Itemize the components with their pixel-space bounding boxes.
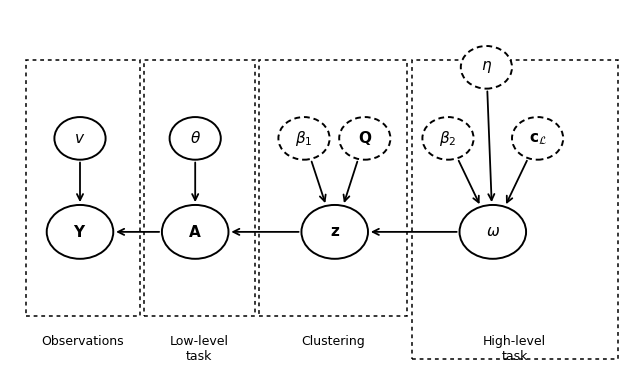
Text: Clustering: Clustering (301, 335, 365, 348)
Text: Low-level
task: Low-level task (170, 335, 228, 363)
Ellipse shape (301, 205, 368, 259)
Text: $\mathbf{z}$: $\mathbf{z}$ (330, 224, 340, 239)
Ellipse shape (460, 205, 526, 259)
Ellipse shape (512, 117, 563, 160)
Text: High-level
task: High-level task (483, 335, 546, 363)
Ellipse shape (278, 117, 330, 160)
Ellipse shape (54, 117, 106, 160)
Ellipse shape (162, 205, 228, 259)
Text: $\beta_1$: $\beta_1$ (295, 129, 313, 148)
Ellipse shape (422, 117, 474, 160)
Text: $\mathit{v}$: $\mathit{v}$ (74, 131, 86, 146)
Text: $\mathbf{Y}$: $\mathbf{Y}$ (74, 224, 86, 240)
Text: $\mathbf{Q}$: $\mathbf{Q}$ (358, 129, 372, 147)
Ellipse shape (339, 117, 390, 160)
Ellipse shape (47, 205, 113, 259)
Text: $\mathbf{A}$: $\mathbf{A}$ (188, 224, 202, 240)
Text: Observations: Observations (41, 335, 124, 348)
Ellipse shape (170, 117, 221, 160)
Text: $\theta$: $\theta$ (189, 131, 201, 146)
Text: $\omega$: $\omega$ (486, 224, 500, 239)
Text: $\beta_2$: $\beta_2$ (439, 129, 457, 148)
Text: $\eta$: $\eta$ (481, 59, 492, 75)
Text: $\mathbf{c}_{\mathcal{L}}$: $\mathbf{c}_{\mathcal{L}}$ (529, 131, 547, 146)
Ellipse shape (461, 46, 512, 89)
